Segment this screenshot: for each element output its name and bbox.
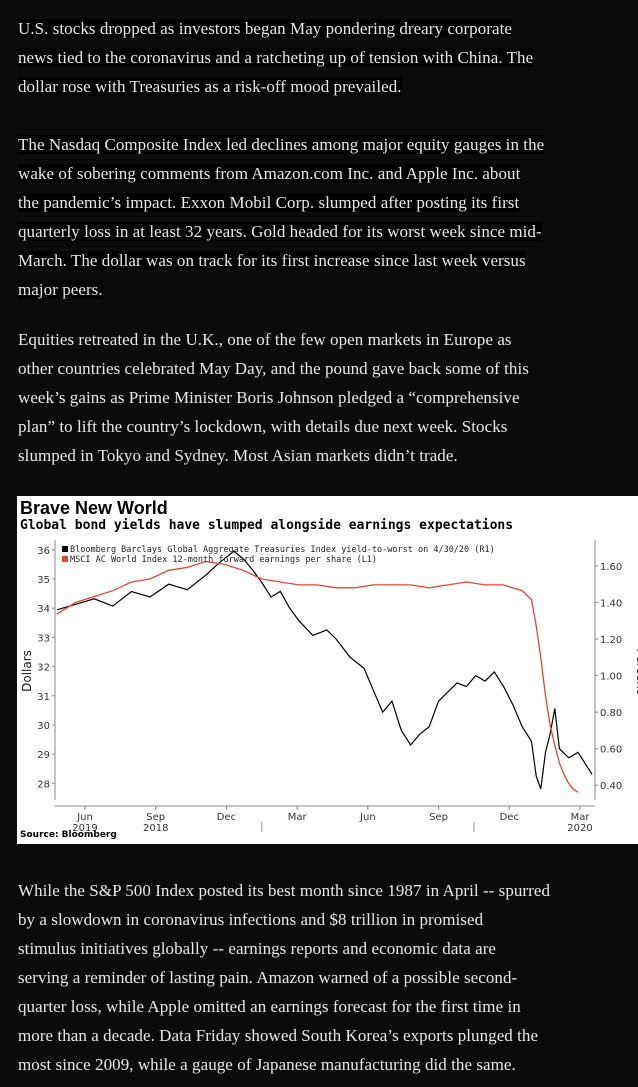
series-line-treasuries-yield xyxy=(56,550,593,790)
right-tick-label: 1.20 xyxy=(600,635,622,646)
x-year-label: 2018 xyxy=(143,823,168,834)
right-tick-label: 0.60 xyxy=(600,745,622,756)
left-tick-label: 33 xyxy=(37,633,50,644)
text-line: by a slowdown in coronavirus infections … xyxy=(18,910,484,929)
text-line: Equities retreated in the U.K., one of t… xyxy=(18,330,512,349)
right-tick-label: 0.80 xyxy=(600,708,622,719)
text-line: week’s gains as Prime Minister Boris Joh… xyxy=(18,388,520,407)
legend-entry: Bloomberg Barclays Global Aggregate Trea… xyxy=(70,545,495,555)
legend-swatch xyxy=(62,556,68,562)
paragraph-intro: U.S. stocks dropped as investors began M… xyxy=(18,14,636,101)
text-line: quarterly loss in at least 32 years. Gol… xyxy=(18,222,542,241)
paragraph-uk: Equities retreated in the U.K., one of t… xyxy=(18,325,636,470)
left-tick-label: 34 xyxy=(37,604,50,615)
left-tick-label: 29 xyxy=(37,750,50,761)
text-line: other countries celebrated May Day, and … xyxy=(18,359,529,378)
text-line: March. The dollar was on track for its f… xyxy=(18,251,526,270)
text-line: slumped in Tokyo and Sydney. Most Asian … xyxy=(18,446,458,465)
x-tick-label: Mar xyxy=(571,812,591,823)
x-tick-label: Mar xyxy=(288,812,308,823)
chart-subtitle: Global bond yields have slumped alongsid… xyxy=(20,518,514,533)
right-tick-label: 1.00 xyxy=(600,672,622,683)
text-line: plan” to lift the country’s lockdown, wi… xyxy=(18,417,508,436)
paragraph-sp500: While the S&P 500 Index posted its best … xyxy=(18,876,636,1079)
left-tick-label: 35 xyxy=(37,575,50,586)
text-line: major peers. xyxy=(18,280,103,299)
text-line: most since 2009, while a gauge of Japane… xyxy=(18,1055,516,1074)
left-tick-label: 30 xyxy=(37,721,50,732)
left-tick-label: 36 xyxy=(37,546,50,557)
chart-title: Brave New World xyxy=(20,498,168,518)
legend-swatch xyxy=(62,546,68,552)
legend-entry: MSCI AC World Index 12-month forward ear… xyxy=(70,555,377,565)
right-tick-label: 0.40 xyxy=(600,781,622,792)
series-line-msci-eps xyxy=(56,560,579,793)
text-line: more than a decade. Data Friday showed S… xyxy=(18,1026,539,1045)
chart-svg: 36 35 34 33 32 31 30 29 28 1.60 1.40 1.20 1.00 0.80 0.… xyxy=(20,540,638,834)
x-tick-label: Jun xyxy=(76,812,93,823)
left-tick-label: 32 xyxy=(37,663,50,674)
text-line: While the S&P 500 Index posted its best … xyxy=(18,881,550,900)
paragraph-nasdaq: The Nasdaq Composite Index led declines … xyxy=(18,130,636,304)
text-line: U.S. stocks dropped as investors began M… xyxy=(18,19,512,38)
x-tick-label: Dec xyxy=(217,812,236,823)
x-year-label: 2019 xyxy=(72,823,97,834)
x-year-label: 2020 xyxy=(567,823,592,834)
right-tick-label: 1.60 xyxy=(600,562,622,573)
x-tick-label: Dec xyxy=(500,812,519,823)
text-line: dollar rose with Treasuries as a risk-of… xyxy=(18,77,402,96)
text-line: The Nasdaq Composite Index led declines … xyxy=(18,135,545,154)
x-tick-label: Jun xyxy=(359,812,376,823)
left-tick-label: 31 xyxy=(37,692,50,703)
text-line: quarter loss, while Apple omitted an ear… xyxy=(18,997,521,1016)
chart-card: Brave New World Global bond yields have … xyxy=(17,496,638,844)
right-axis-title: Percent xyxy=(634,648,638,693)
chart-source: Source: Bloomberg xyxy=(20,830,117,840)
text-line: serving a reminder of lasting pain. Amaz… xyxy=(18,968,518,987)
left-tick-label: 28 xyxy=(37,779,50,790)
text-line: wake of sobering comments from Amazon.co… xyxy=(18,164,521,183)
text-line: the pandemic’s impact. Exxon Mobil Corp.… xyxy=(18,193,520,212)
text-line: stimulus initiatives globally -- earning… xyxy=(18,939,496,958)
text-line: news tied to the coronavirus and a ratch… xyxy=(18,48,534,67)
x-tick-label: Sep xyxy=(429,812,448,823)
x-tick-label: Sep xyxy=(146,812,165,823)
left-axis-title: Dollars xyxy=(20,650,34,692)
right-tick-label: 1.40 xyxy=(600,598,622,609)
